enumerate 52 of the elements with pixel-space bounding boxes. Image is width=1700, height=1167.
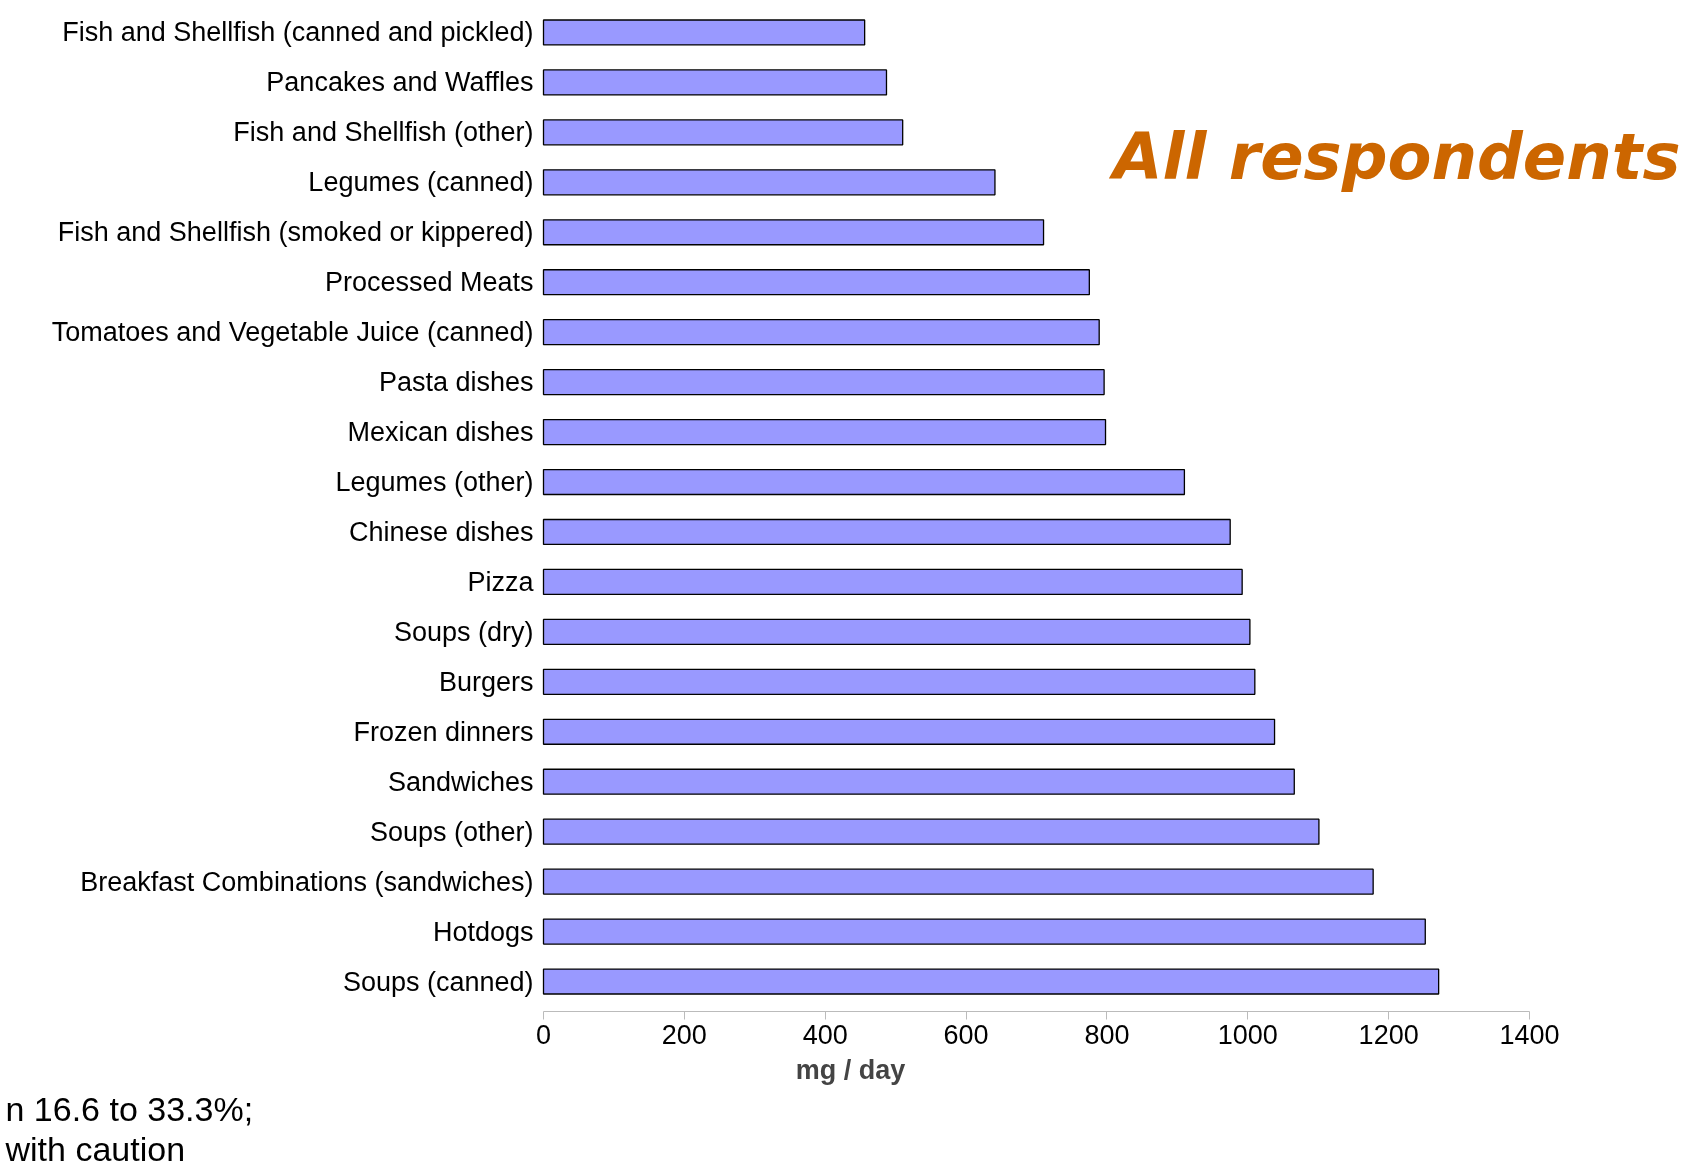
y-tick-label: Soups (canned)	[342, 966, 534, 997]
x-tick-label: 1200	[1358, 1019, 1419, 1050]
x-tick-label: 400	[802, 1019, 848, 1050]
bar	[542, 618, 1251, 646]
x-tick-label: 600	[943, 1019, 989, 1050]
x-tick-label: 0	[535, 1019, 552, 1050]
y-tick-label: Hotdogs	[432, 916, 534, 947]
x-axis-title: mg / day	[795, 1054, 906, 1085]
y-tick-label: Chinese dishes	[348, 516, 534, 547]
bar	[542, 319, 1100, 346]
bar	[542, 219, 1045, 246]
bar	[542, 368, 1105, 396]
text: n 16.6 to 33.3%;	[5, 1089, 254, 1128]
bar	[542, 119, 904, 146]
bar	[542, 418, 1107, 446]
bar	[542, 918, 1426, 945]
y-tick-label: Sandwiches	[387, 766, 534, 797]
y-tick-label: Processed Meats	[324, 267, 534, 298]
x-tick-label: 1400	[1499, 1019, 1560, 1050]
x-tick-label: 800	[1084, 1019, 1130, 1050]
y-tick-label: Soups (dry)	[393, 616, 534, 647]
y-tick-label: Pancakes and Waffles	[266, 67, 534, 98]
y-tick-label: Pasta dishes	[378, 367, 534, 398]
bar	[542, 269, 1090, 296]
y-tick-label: Fish and Shellfish (canned and pickled)	[62, 17, 534, 48]
bar	[542, 868, 1374, 895]
x-tick-label: 1000	[1217, 1019, 1278, 1050]
bar	[542, 968, 1440, 995]
y-tick-label: Pizza	[467, 566, 535, 597]
y-tick-label: Legumes (canned)	[308, 167, 534, 198]
y-tick-label: Frozen dinners	[353, 716, 534, 747]
y-tick-label: Fish and Shellfish (smoked or kippered)	[57, 217, 534, 248]
bar	[542, 518, 1231, 546]
y-tick-label: Burgers	[438, 666, 534, 697]
y-tick-label: Fish and Shellfish (other)	[233, 117, 534, 148]
bar	[542, 19, 866, 46]
text: with caution	[4, 1129, 186, 1167]
x-tick-label: 200	[661, 1019, 707, 1050]
bar	[542, 668, 1256, 695]
bar	[542, 568, 1243, 596]
y-tick-label: Mexican dishes	[347, 417, 534, 448]
y-tick-label: Soups (other)	[369, 816, 534, 847]
bar	[542, 718, 1276, 745]
bar	[542, 818, 1320, 845]
bar	[542, 468, 1186, 496]
bar	[542, 768, 1295, 795]
bar	[542, 169, 996, 196]
y-tick-label: Breakfast Combinations (sandwiches)	[80, 866, 534, 897]
y-tick-label: Legumes (other)	[335, 467, 534, 498]
bar	[542, 69, 888, 96]
y-tick-label: Tomatoes and Vegetable Juice (canned)	[51, 317, 534, 348]
text: All respondents	[1107, 120, 1681, 195]
